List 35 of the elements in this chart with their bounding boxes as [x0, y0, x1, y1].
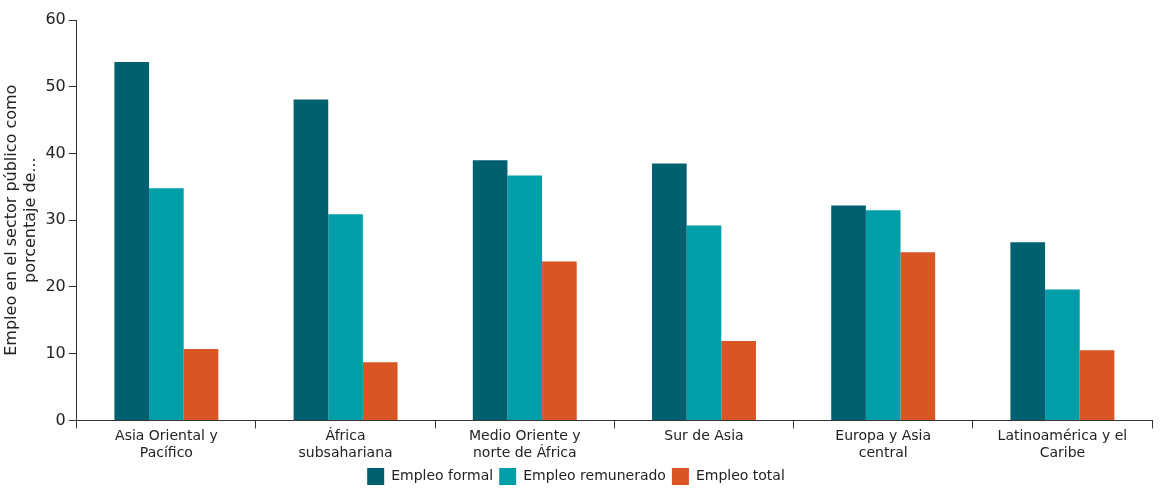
legend-label: Empleo total [695, 467, 785, 484]
bar [721, 340, 756, 420]
y-tick-label: 20 [45, 276, 66, 296]
y-axis-title: Empleo en el sector público como porcentaje de... [0, 84, 39, 356]
x-tick-label: África subsahariana [298, 427, 393, 461]
bar [149, 188, 184, 420]
x-tick-label: Asia Oriental y Pacífico [115, 427, 218, 461]
x-tick-label: Medio Oriente y norte de África [469, 427, 581, 461]
bar [293, 99, 329, 420]
bar [542, 261, 577, 420]
bar [831, 205, 866, 420]
bar [900, 252, 936, 420]
x-tick-label: Sur de Asia [664, 427, 744, 444]
bar [114, 62, 150, 420]
legend-label: Empleo formal [391, 467, 494, 484]
bar [1010, 242, 1046, 420]
y-tick-label: 60 [45, 9, 66, 29]
bar [362, 362, 398, 420]
bar [507, 175, 543, 420]
y-tick-label: 0 [55, 409, 66, 429]
y-tick-label: 50 [45, 75, 66, 95]
bar [328, 214, 363, 420]
y-tick-label: 10 [45, 342, 66, 362]
bar [472, 160, 508, 420]
bar [1045, 289, 1080, 420]
legend-label: Empleo remunerado [523, 467, 666, 484]
bar [865, 210, 901, 420]
x-tick-label: Europa y Asia central [835, 427, 932, 461]
bar [183, 349, 219, 420]
bar [652, 163, 687, 420]
bar [1079, 350, 1115, 420]
y-tick-label: 40 [45, 142, 66, 162]
x-tick-label: Latinoamérica y el Caribe [997, 427, 1128, 461]
y-tick-label: 30 [45, 209, 66, 229]
bar [686, 225, 722, 420]
